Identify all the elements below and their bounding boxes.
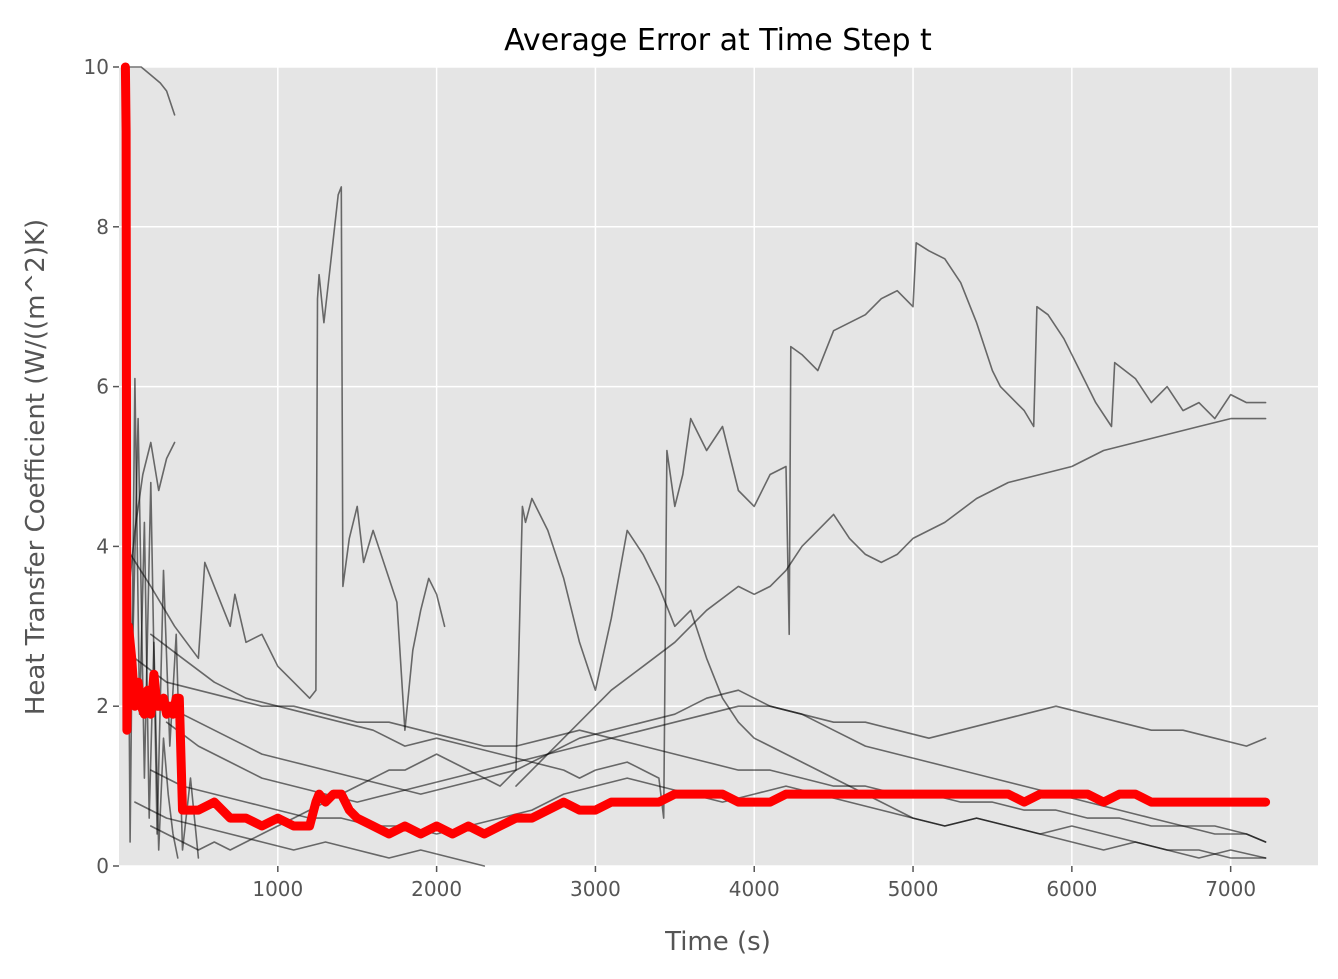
x-tick-label: 5000 xyxy=(888,877,939,901)
x-tick-label: 3000 xyxy=(570,877,621,901)
series-group xyxy=(120,62,1271,867)
y-tick-label: 4 xyxy=(96,534,109,558)
y-tick-label: 6 xyxy=(96,375,109,399)
x-tick-label: 7000 xyxy=(1205,877,1256,901)
grid xyxy=(119,66,1318,867)
x-tick-label: 6000 xyxy=(1046,877,1097,901)
run-line xyxy=(150,242,1267,819)
plot-area xyxy=(119,67,1318,866)
x-tick-label: 2000 xyxy=(411,877,462,901)
chart-title: Average Error at Time Step t xyxy=(504,23,932,58)
run-line xyxy=(134,801,486,867)
y-tick-label: 0 xyxy=(96,854,109,878)
run-line xyxy=(124,186,179,859)
run-line xyxy=(165,689,1267,843)
x-tick-label: 1000 xyxy=(252,877,303,901)
y-tick-label: 10 xyxy=(84,55,109,79)
y-tick-label: 8 xyxy=(96,215,109,239)
x-tick-label: 4000 xyxy=(729,877,780,901)
y-tick-label: 2 xyxy=(96,694,109,718)
run-line xyxy=(134,657,1267,843)
ticks: 1000 2000 3000 4000 5000 6000 7000 0 2 4 6 8 10 xyxy=(84,55,1257,901)
run-line xyxy=(124,186,446,731)
run-line xyxy=(165,705,1267,795)
y-axis-label: Heat Transfer Coefficient (W/((m^2)K) xyxy=(21,219,51,715)
average-error-line xyxy=(120,62,1271,839)
x-axis-label: Time (s) xyxy=(664,927,771,957)
run-line xyxy=(515,417,1267,787)
